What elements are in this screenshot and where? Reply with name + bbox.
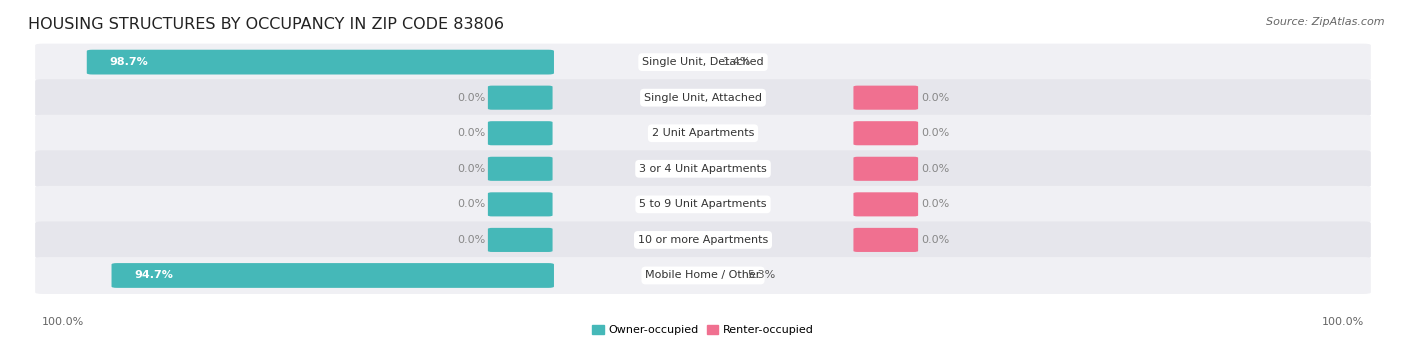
Text: 1.4%: 1.4%	[723, 57, 751, 67]
FancyBboxPatch shape	[853, 228, 918, 252]
Text: 0.0%: 0.0%	[457, 93, 485, 103]
FancyBboxPatch shape	[488, 86, 553, 110]
FancyBboxPatch shape	[35, 79, 1371, 116]
Text: Source: ZipAtlas.com: Source: ZipAtlas.com	[1267, 17, 1385, 27]
FancyBboxPatch shape	[87, 50, 554, 74]
FancyBboxPatch shape	[488, 192, 553, 217]
FancyBboxPatch shape	[488, 157, 553, 181]
Text: 0.0%: 0.0%	[921, 128, 949, 138]
Text: 0.0%: 0.0%	[457, 164, 485, 174]
Text: Mobile Home / Other: Mobile Home / Other	[645, 270, 761, 281]
Text: 10 or more Apartments: 10 or more Apartments	[638, 235, 768, 245]
Legend: Owner-occupied, Renter-occupied: Owner-occupied, Renter-occupied	[592, 325, 814, 336]
Text: 3 or 4 Unit Apartments: 3 or 4 Unit Apartments	[640, 164, 766, 174]
FancyBboxPatch shape	[853, 192, 918, 217]
Text: Single Unit, Attached: Single Unit, Attached	[644, 93, 762, 103]
Text: 0.0%: 0.0%	[921, 199, 949, 209]
FancyBboxPatch shape	[853, 86, 918, 110]
Text: 5.3%: 5.3%	[747, 270, 775, 281]
FancyBboxPatch shape	[35, 257, 1371, 294]
Text: 0.0%: 0.0%	[921, 235, 949, 245]
Text: 100.0%: 100.0%	[1322, 317, 1364, 327]
Text: 0.0%: 0.0%	[921, 93, 949, 103]
Text: Single Unit, Detached: Single Unit, Detached	[643, 57, 763, 67]
Text: 100.0%: 100.0%	[42, 317, 84, 327]
Text: 5 to 9 Unit Apartments: 5 to 9 Unit Apartments	[640, 199, 766, 209]
FancyBboxPatch shape	[853, 157, 918, 181]
FancyBboxPatch shape	[35, 44, 1371, 80]
Text: 94.7%: 94.7%	[134, 270, 173, 281]
Text: HOUSING STRUCTURES BY OCCUPANCY IN ZIP CODE 83806: HOUSING STRUCTURES BY OCCUPANCY IN ZIP C…	[28, 17, 505, 32]
Text: 0.0%: 0.0%	[457, 128, 485, 138]
FancyBboxPatch shape	[35, 150, 1371, 187]
FancyBboxPatch shape	[35, 186, 1371, 223]
FancyBboxPatch shape	[111, 263, 554, 288]
Text: 2 Unit Apartments: 2 Unit Apartments	[652, 128, 754, 138]
Text: 0.0%: 0.0%	[457, 235, 485, 245]
FancyBboxPatch shape	[488, 228, 553, 252]
FancyBboxPatch shape	[488, 121, 553, 145]
Text: 98.7%: 98.7%	[110, 57, 148, 67]
Text: 0.0%: 0.0%	[457, 199, 485, 209]
FancyBboxPatch shape	[35, 221, 1371, 258]
Text: 0.0%: 0.0%	[921, 164, 949, 174]
FancyBboxPatch shape	[35, 115, 1371, 152]
FancyBboxPatch shape	[853, 121, 918, 145]
